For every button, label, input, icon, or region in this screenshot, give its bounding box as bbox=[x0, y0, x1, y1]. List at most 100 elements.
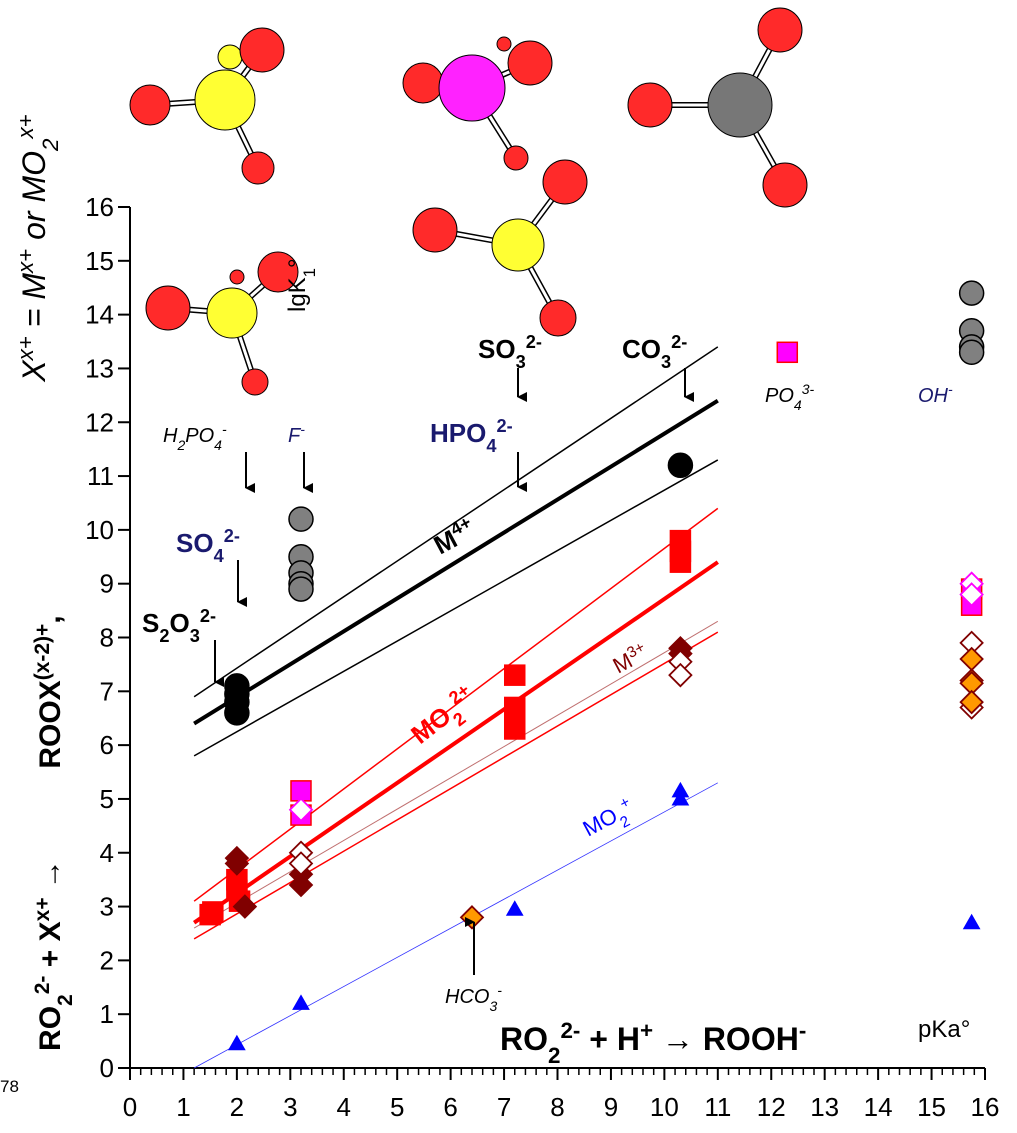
text-part: 2 bbox=[38, 138, 63, 152]
annotation: HPO42- bbox=[430, 416, 513, 456]
x-tick-label: 12 bbox=[757, 1092, 786, 1122]
x-axis-unit: pKa° bbox=[918, 1016, 970, 1043]
x-tick-label: 4 bbox=[337, 1092, 351, 1122]
y-tick-label: 12 bbox=[85, 407, 114, 437]
annotation: S2O32- bbox=[142, 606, 216, 646]
y-tick-label: 9 bbox=[100, 569, 114, 599]
y-axis-label: RO22- + Xx+ → bbox=[31, 859, 77, 1051]
molecule bbox=[628, 8, 807, 207]
molecule bbox=[413, 160, 587, 336]
fit-line bbox=[194, 632, 718, 939]
y-tick-label: 8 bbox=[100, 623, 114, 653]
text-part: 2 bbox=[617, 812, 633, 831]
text-part: x+ bbox=[13, 249, 38, 274]
x-tick-label: 9 bbox=[604, 1092, 618, 1122]
text-part: 2- bbox=[526, 332, 542, 352]
text-part: HCO bbox=[445, 986, 489, 1008]
text-part: 1 bbox=[300, 268, 319, 277]
x-tick-label: 15 bbox=[917, 1092, 946, 1122]
y-tick-label: 15 bbox=[85, 246, 114, 276]
text-part: = M bbox=[16, 273, 52, 336]
text-part: - bbox=[300, 421, 305, 437]
text-part: ROOX bbox=[34, 680, 67, 768]
text-part: - bbox=[948, 381, 953, 397]
text-part: RO bbox=[34, 1006, 67, 1051]
text-part: 4 bbox=[794, 397, 802, 413]
x-tick-label: 6 bbox=[443, 1092, 457, 1122]
data-point bbox=[668, 453, 692, 477]
molecule bbox=[130, 28, 284, 184]
molecule-sketches bbox=[130, 8, 807, 395]
page: {"chart_data": { "type": "scatter", "cor… bbox=[0, 0, 1017, 1133]
text-part: MO bbox=[579, 803, 622, 842]
text-part: 2- bbox=[560, 1018, 580, 1043]
text-part: - bbox=[222, 421, 227, 437]
text-part: 2 bbox=[548, 1043, 560, 1068]
text-part: O bbox=[169, 608, 189, 638]
text-part: 2- bbox=[496, 416, 512, 436]
y-tick-label: 6 bbox=[100, 730, 114, 760]
data-point bbox=[960, 281, 984, 305]
chart: 78 0123456789101112131415160123456789101… bbox=[0, 0, 1017, 1133]
text-part: 2- bbox=[200, 606, 216, 626]
text-part: PO bbox=[765, 385, 794, 407]
annotation: MO2+ bbox=[578, 793, 641, 848]
corner-note: 78 bbox=[0, 1077, 19, 1096]
text-part: x+ bbox=[13, 336, 38, 361]
x-tick-label: 3 bbox=[283, 1092, 297, 1122]
text-part: (x-2)+ bbox=[31, 624, 54, 681]
x-tick-label: 14 bbox=[864, 1092, 893, 1122]
text-part: → bbox=[34, 859, 67, 897]
text-part: 2- bbox=[31, 976, 54, 995]
text-part: 4 bbox=[214, 546, 225, 566]
annotation: SO42- bbox=[176, 526, 240, 566]
annotation: M3+ bbox=[608, 638, 652, 678]
text-part: - bbox=[497, 982, 502, 998]
data-point bbox=[225, 701, 249, 725]
annotation: OH- bbox=[918, 381, 953, 407]
text-part: RO bbox=[500, 1021, 548, 1057]
text-part: - bbox=[799, 1018, 806, 1043]
text-part: or MO bbox=[16, 151, 52, 249]
y-tick-label: 4 bbox=[100, 838, 114, 868]
fit-line bbox=[194, 621, 718, 928]
text-part: 4 bbox=[486, 436, 497, 456]
x-axis-label: RO22- + H+ → ROOH- bbox=[500, 1018, 806, 1068]
text-part: 2- bbox=[671, 332, 687, 352]
text-part: + bbox=[617, 793, 633, 812]
y-tick-label: 13 bbox=[85, 353, 114, 383]
text-part: OH bbox=[918, 385, 949, 407]
text-part: 2+ bbox=[445, 680, 474, 709]
text-part: 2- bbox=[224, 526, 240, 546]
data-point bbox=[505, 665, 525, 685]
data-point bbox=[964, 915, 980, 929]
text-part: 2 bbox=[159, 626, 169, 646]
annotation: HCO3- bbox=[445, 982, 502, 1014]
x-tick-label: 7 bbox=[497, 1092, 511, 1122]
fit-line bbox=[194, 562, 718, 923]
data-point bbox=[289, 577, 313, 601]
y-tick-label: 2 bbox=[100, 945, 114, 975]
text-part: H bbox=[163, 425, 178, 447]
x-tick-label: 13 bbox=[810, 1092, 839, 1122]
fit-line bbox=[194, 401, 718, 724]
y-tick-label: 10 bbox=[85, 515, 114, 545]
data-point bbox=[203, 902, 223, 922]
data-point bbox=[669, 664, 691, 686]
y-axis-label: ROOX(x-2)+, bbox=[31, 615, 68, 768]
text-part: lgK bbox=[284, 277, 311, 312]
annotation: PO43- bbox=[765, 381, 814, 413]
data-point bbox=[461, 906, 483, 928]
text-part: 4 bbox=[214, 437, 222, 453]
x-tick-label: 2 bbox=[230, 1092, 244, 1122]
text-part: , bbox=[34, 615, 67, 623]
text-part: HPO bbox=[430, 418, 486, 448]
annotation: CO32- bbox=[622, 332, 687, 372]
text-part: 2 bbox=[176, 437, 185, 453]
data-point bbox=[229, 1036, 245, 1050]
data-point bbox=[505, 719, 525, 739]
x-tick-label: 8 bbox=[550, 1092, 564, 1122]
text-part: 3- bbox=[802, 381, 815, 397]
x-tick-label: 1 bbox=[176, 1092, 190, 1122]
text-part: SO bbox=[478, 334, 516, 364]
